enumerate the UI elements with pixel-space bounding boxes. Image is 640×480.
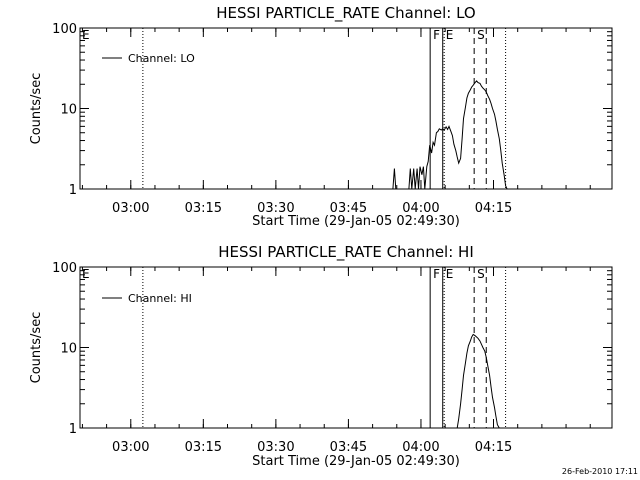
x-tick-label: 03:45 xyxy=(330,201,367,216)
x-tick-label: 03:30 xyxy=(257,440,294,455)
event-marker-label: F xyxy=(433,267,440,281)
chart-title: HESSI PARTICLE_RATE Channel: HI xyxy=(218,243,474,262)
event-marker-label: S xyxy=(477,267,485,281)
panel-channel-hi: HESSI PARTICLE_RATE Channel: HI 1 10 100 03:… xyxy=(29,243,613,469)
y-axis-label: Counts/sec xyxy=(29,312,44,384)
x-tick-label: 04:15 xyxy=(475,201,512,216)
event-marker-label: F xyxy=(433,28,440,42)
x-axis-label: Start Time (29-Jan-05 02:49:30) xyxy=(252,454,460,469)
x-tick-label: 04:15 xyxy=(475,440,512,455)
x-tick-label: 03:00 xyxy=(112,440,149,455)
event-marker-label: E xyxy=(446,267,454,281)
x-tick-label: 04:00 xyxy=(402,440,439,455)
y-tick-label: 10 xyxy=(60,103,77,118)
event-marker-label: S xyxy=(477,28,485,42)
y-axis-label: Counts/sec xyxy=(29,73,44,145)
left-marker-label: E xyxy=(82,28,90,42)
x-axis-label: Start Time (29-Jan-05 02:49:30) xyxy=(252,214,460,229)
x-tick-label: 03:15 xyxy=(185,440,222,455)
x-tick-label: 03:00 xyxy=(112,201,149,216)
y-tick-label: 1 xyxy=(69,422,77,437)
series-line-channel-lo xyxy=(392,80,516,190)
event-marker-label: E xyxy=(446,28,454,42)
x-tick-label: 03:15 xyxy=(185,201,222,216)
chart-title: HESSI PARTICLE_RATE Channel: LO xyxy=(216,4,475,23)
legend-entry: Channel: HI xyxy=(128,292,192,305)
left-marker-label: E xyxy=(82,267,90,281)
x-tick-label: 03:45 xyxy=(330,440,367,455)
legend-entry: Channel: LO xyxy=(128,52,195,65)
x-tick-label: 04:00 xyxy=(402,201,439,216)
y-tick-label: 100 xyxy=(52,22,77,37)
y-tick-label: 10 xyxy=(60,342,77,357)
y-tick-label: 100 xyxy=(52,261,77,276)
x-tick-label: 03:30 xyxy=(257,201,294,216)
panel-channel-lo: HESSI PARTICLE_RATE Channel: LO 1 10 100 03:… xyxy=(29,4,613,229)
footer-timestamp: 26-Feb-2010 17:11 xyxy=(562,467,638,476)
y-tick-label: 1 xyxy=(69,183,77,198)
series-line-channel-hi xyxy=(456,333,501,429)
